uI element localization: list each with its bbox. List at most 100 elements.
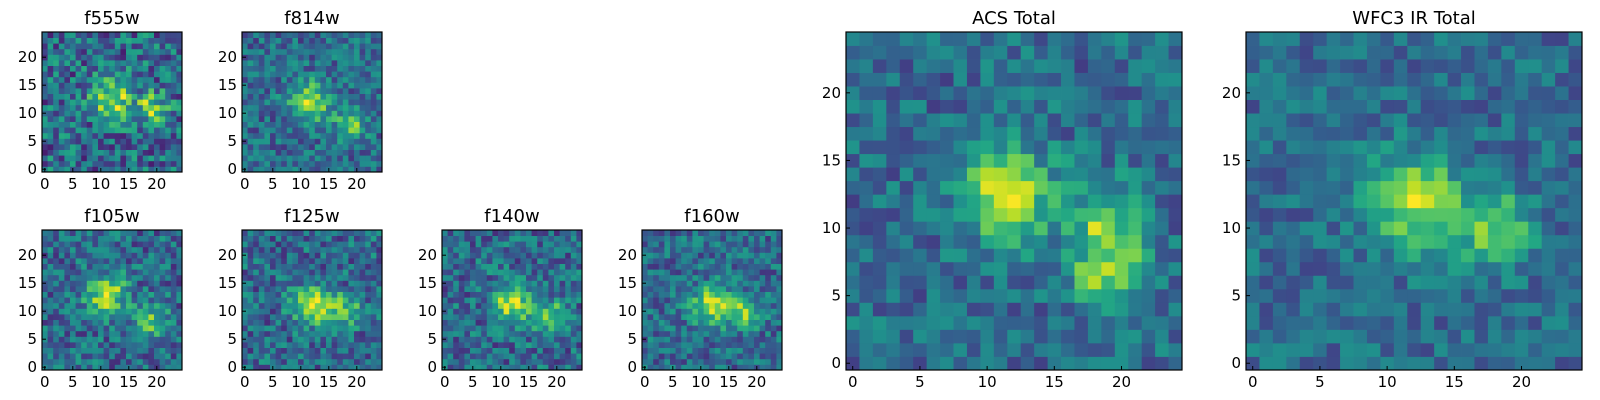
heatmap-cell <box>1299 126 1314 141</box>
heatmap-cell <box>148 297 155 304</box>
heatmap-cell <box>165 32 172 38</box>
heatmap-cell <box>309 252 316 259</box>
heatmap-cell <box>281 291 288 298</box>
heatmap-cell <box>526 291 532 298</box>
heatmap-cell <box>258 54 265 61</box>
heatmap-cell <box>509 252 516 259</box>
heatmap-cell <box>131 121 138 128</box>
heatmap-cell <box>292 330 299 337</box>
heatmap-cell <box>365 246 372 253</box>
heatmap-cell <box>275 252 282 259</box>
heatmap-cell <box>142 358 149 365</box>
heatmap-cell <box>709 325 716 332</box>
heatmap-cell <box>275 336 282 343</box>
heatmap-cell <box>309 32 316 38</box>
heatmap-cell <box>70 88 76 94</box>
heatmap-cell <box>647 274 654 281</box>
heatmap-cell <box>726 230 732 236</box>
heatmap-cell <box>859 261 874 276</box>
heatmap-cell <box>503 336 510 343</box>
heatmap-cell <box>514 230 521 236</box>
heatmap-cell <box>258 241 265 248</box>
heatmap-cell <box>720 336 727 343</box>
heatmap-cell <box>1487 126 1502 141</box>
heatmap-cell <box>120 48 127 55</box>
heatmap-cell <box>154 314 160 320</box>
heatmap-cell <box>131 314 138 320</box>
heatmap-cell <box>570 347 577 354</box>
heatmap-cell <box>1034 234 1048 249</box>
heatmap-cell <box>1155 140 1169 155</box>
heatmap-cell <box>247 43 254 50</box>
heatmap-cell <box>170 121 177 128</box>
heatmap-cell <box>714 274 721 281</box>
heatmap-cell <box>1101 275 1116 290</box>
heatmap-cell <box>298 269 304 276</box>
heatmap-cell <box>114 347 121 354</box>
heatmap-cell <box>309 325 316 332</box>
heatmap-cell <box>370 88 377 94</box>
heatmap-cell <box>270 336 276 343</box>
heatmap-cell <box>64 99 71 106</box>
heatmap-cell <box>966 234 981 249</box>
heatmap-cell <box>576 263 583 270</box>
heatmap-cell <box>320 297 327 304</box>
heatmap-cell <box>542 302 549 309</box>
heatmap-cell <box>331 104 338 111</box>
heatmap-cell <box>320 132 327 139</box>
heatmap-cell <box>247 314 254 320</box>
heatmap-cell <box>653 347 660 354</box>
heatmap-cell <box>264 110 271 117</box>
heatmap-cell <box>509 342 516 348</box>
heatmap-cell <box>176 48 183 55</box>
heatmap-cell <box>542 291 549 298</box>
heatmap-cell <box>1326 207 1341 222</box>
heatmap-cell <box>242 269 248 276</box>
heatmap-cell <box>365 280 372 287</box>
heatmap-cell <box>331 144 338 150</box>
heatmap-cell <box>681 246 688 253</box>
heatmap-cell <box>714 319 721 326</box>
heatmap-cell <box>53 93 60 100</box>
heatmap-cell <box>1528 248 1543 263</box>
heatmap-cell <box>1168 275 1183 290</box>
heatmap-cell <box>165 358 172 365</box>
heatmap-cell <box>1007 45 1022 60</box>
heatmap-cell <box>264 286 271 292</box>
heatmap-cell <box>1286 275 1301 290</box>
heatmap-cell <box>342 144 349 150</box>
heatmap-cell <box>70 60 76 66</box>
heatmap-cell <box>537 353 544 360</box>
heatmap-cell <box>92 291 99 298</box>
heatmap-cell <box>354 43 360 50</box>
heatmap-cell <box>926 167 941 182</box>
heatmap-cell <box>103 93 110 100</box>
heatmap-cell <box>264 93 271 100</box>
heatmap-cell <box>348 291 355 298</box>
heatmap-cell <box>170 302 177 309</box>
heatmap-cell <box>292 116 299 122</box>
heatmap-cell <box>1514 221 1529 236</box>
heatmap-cell <box>253 302 260 309</box>
heatmap-cell <box>70 280 76 287</box>
y-tick-label: 15 <box>618 274 637 292</box>
heatmap-cell <box>776 291 783 298</box>
heatmap-cell <box>470 297 476 304</box>
heatmap-cell <box>320 110 327 117</box>
heatmap-cell <box>681 235 688 242</box>
heatmap-cell <box>1326 288 1341 303</box>
heatmap-cell <box>1528 153 1543 168</box>
heatmap-cell <box>47 71 54 78</box>
heatmap-cell <box>886 45 901 60</box>
heatmap-cell <box>337 76 344 83</box>
heatmap-cell <box>170 37 177 44</box>
heatmap-cell <box>1380 140 1395 155</box>
heatmap-cell <box>75 104 82 111</box>
heatmap-cell <box>1434 221 1448 236</box>
heatmap-cell <box>1366 288 1381 303</box>
heatmap-cell <box>298 336 304 343</box>
heatmap-cell <box>1168 86 1183 100</box>
heatmap-cell <box>670 241 676 248</box>
heatmap-cell <box>120 54 127 61</box>
heatmap-cell <box>1447 167 1462 182</box>
